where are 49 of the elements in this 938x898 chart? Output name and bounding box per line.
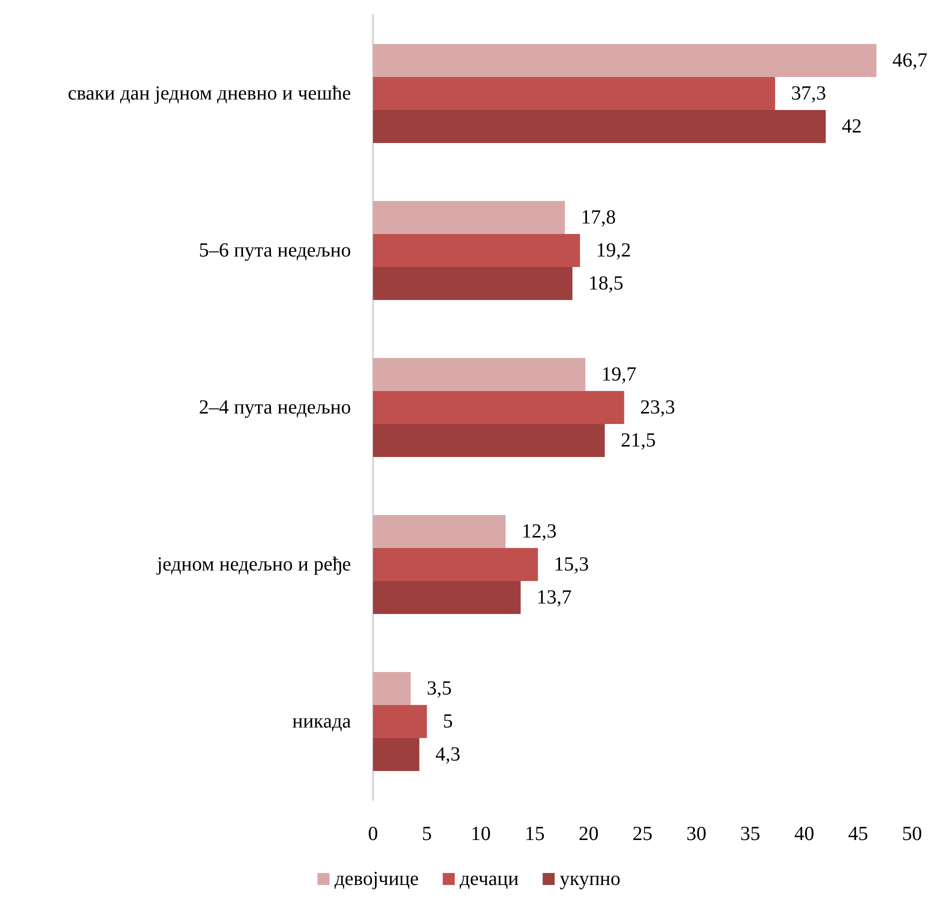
y-tick-label: једном недељно и ређе	[156, 554, 352, 576]
bar	[373, 705, 427, 738]
data-label: 19,7	[601, 364, 636, 386]
data-label: 42	[842, 115, 862, 138]
bar	[373, 548, 538, 581]
data-label: 18,5	[588, 272, 624, 294]
y-tick-label: 5–6 пута недељно	[198, 240, 351, 262]
bar	[373, 515, 506, 548]
data-label: 3,5	[426, 678, 452, 700]
data-label: 37,3	[791, 82, 826, 104]
x-tick-label: 15	[524, 823, 545, 845]
bar	[373, 110, 826, 143]
data-label: 4,3	[435, 743, 460, 766]
bar	[373, 738, 420, 771]
legend-label: девојчице	[334, 868, 419, 890]
bar	[373, 672, 411, 706]
bar	[373, 201, 565, 234]
x-tick-label: 50	[902, 823, 922, 845]
bar	[373, 77, 776, 110]
legend-label: дечаци	[460, 868, 519, 890]
bar	[373, 44, 876, 78]
x-tick-label: 10	[470, 823, 491, 845]
data-label: 21,5	[620, 429, 656, 452]
x-tick-label: 45	[848, 823, 868, 845]
bar	[373, 234, 580, 267]
data-label: 23,3	[640, 396, 676, 418]
data-label: 17,8	[580, 206, 616, 229]
data-label: 13,7	[536, 586, 572, 608]
x-tick-label: 25	[632, 823, 652, 845]
y-tick-label: 2–4 пута недељно	[198, 396, 351, 418]
y-tick-label: никада	[292, 710, 352, 732]
data-label: 46,7	[892, 50, 928, 72]
bar	[373, 358, 586, 392]
x-tick-label: 30	[686, 823, 706, 845]
x-tick-label: 35	[740, 823, 760, 845]
data-label: 15,3	[554, 554, 589, 576]
x-tick-label: 5	[422, 823, 432, 845]
x-tick-label: 20	[578, 823, 599, 845]
x-tick-label: 0	[368, 823, 378, 845]
bar	[373, 424, 605, 457]
x-tick-label: 40	[794, 823, 814, 845]
legend-label: укупно	[560, 868, 620, 890]
bar	[373, 580, 521, 614]
bar	[373, 391, 624, 424]
data-label: 5	[442, 710, 453, 732]
data-label: 19,2	[596, 240, 631, 262]
bar	[373, 266, 572, 300]
data-label: 12,3	[522, 520, 557, 543]
y-tick-label: сваки дан једном дневно и чешће	[68, 82, 352, 104]
